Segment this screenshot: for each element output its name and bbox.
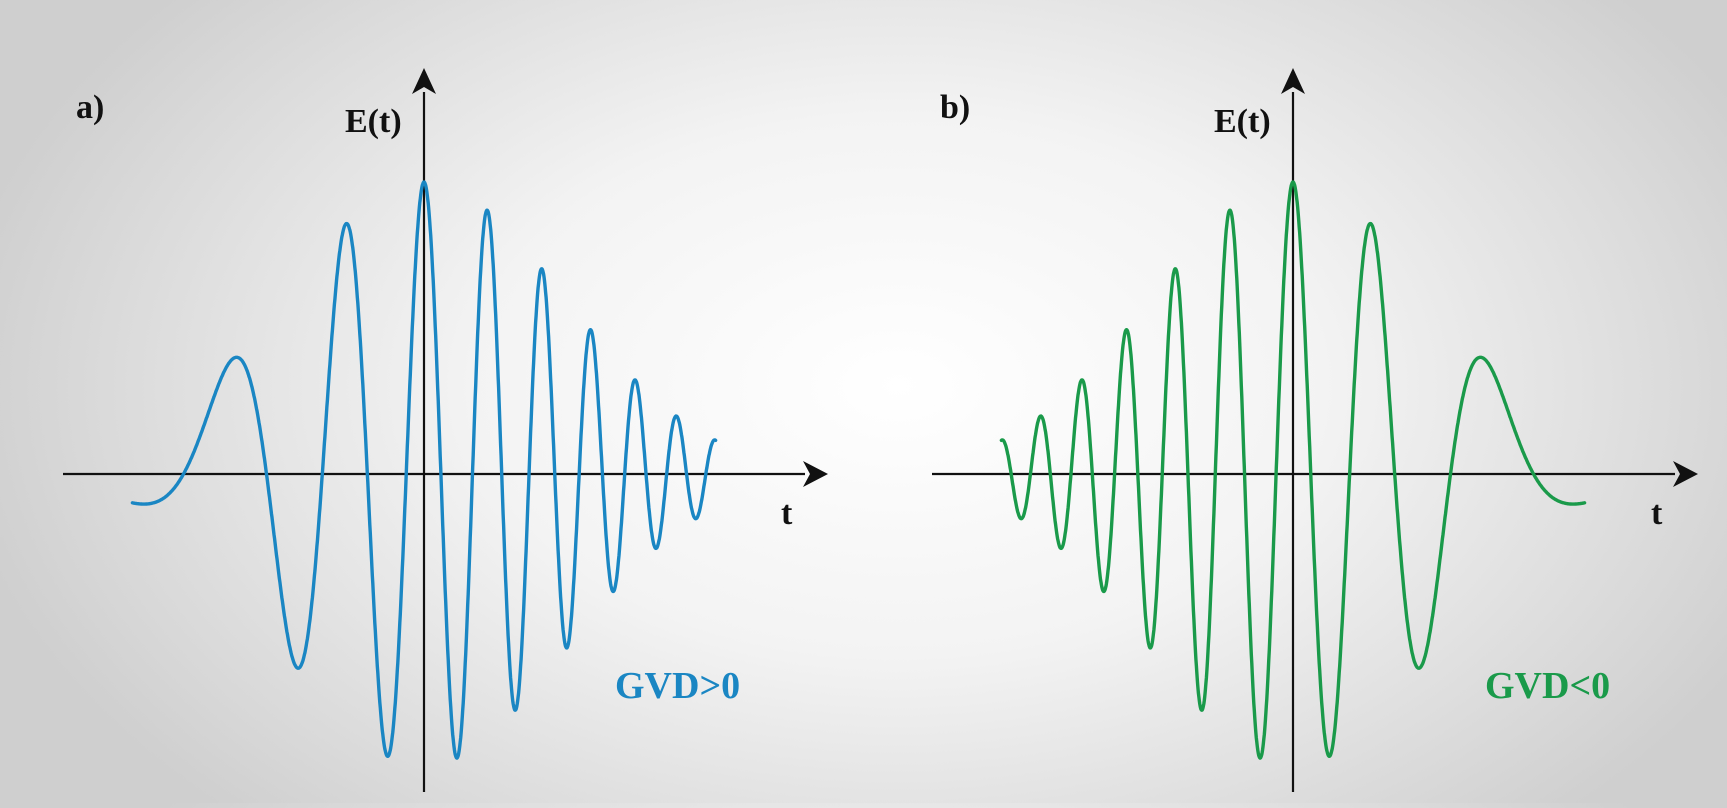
panel-b-annotation: GVD<0: [1485, 665, 1610, 707]
panel-b-y-axis-arrow: [1281, 68, 1305, 94]
panel-b-y-axis-label: E(t): [1214, 103, 1271, 140]
panel-b-label: b): [940, 89, 970, 126]
panel-a-waveform: [130, 180, 718, 760]
panel-b: b) E(t) t GVD<0: [932, 68, 1698, 792]
panel-a-x-axis-label: t: [781, 495, 793, 532]
panel-a-y-axis-label: E(t): [345, 103, 402, 140]
panel-a-label: a): [76, 89, 104, 126]
panel-b-x-axis-arrow: [1673, 461, 1698, 487]
panel-b-x-axis-label: t: [1651, 495, 1663, 532]
panel-b-waveform: [999, 180, 1587, 760]
panel-a-annotation: GVD>0: [615, 665, 740, 707]
panel-a: a) E(t) t GVD>0: [63, 68, 828, 792]
panel-a-y-axis-arrow: [412, 68, 436, 94]
panel-a-x-axis-arrow: [803, 461, 828, 487]
